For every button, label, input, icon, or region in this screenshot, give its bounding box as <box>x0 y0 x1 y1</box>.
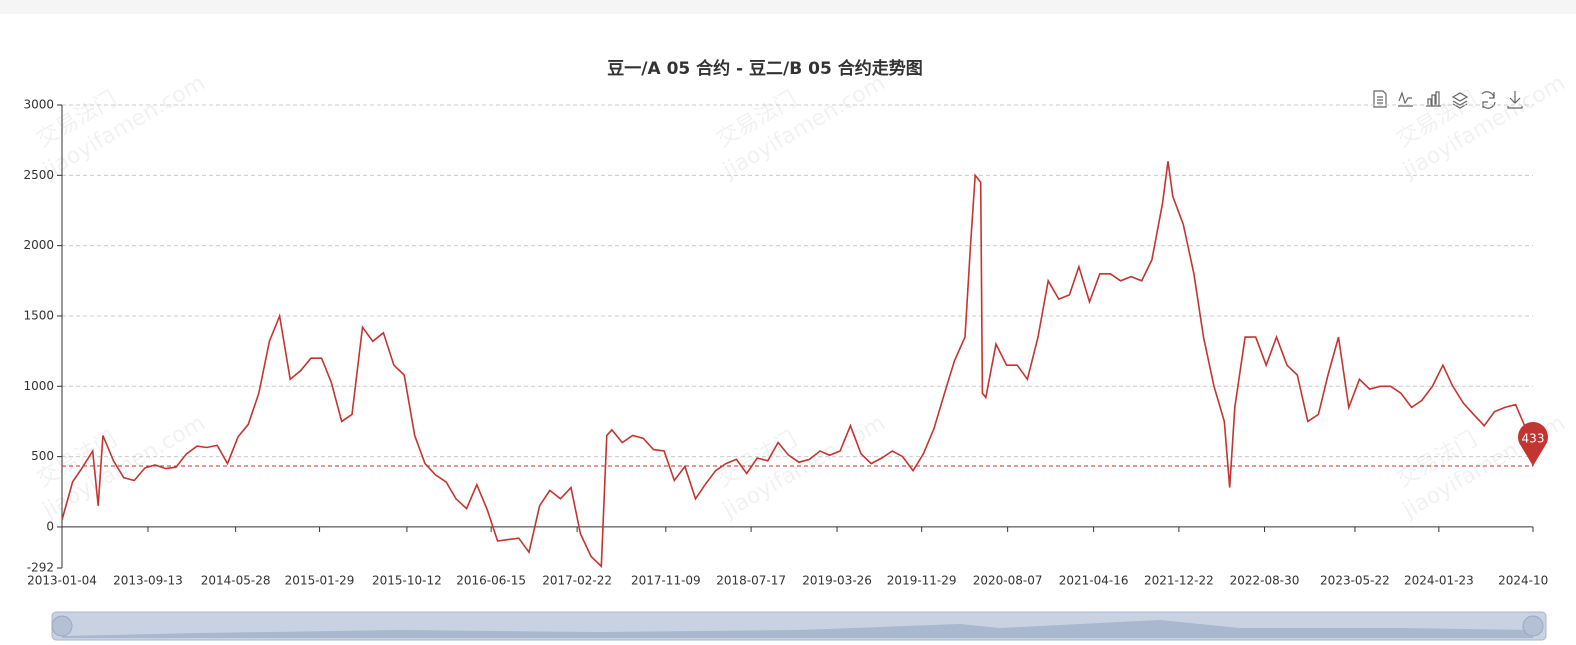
x-tick-label: 2016-06-15 <box>456 574 526 588</box>
y-tick-label: 2000 <box>23 238 54 252</box>
series-line <box>61 161 1534 569</box>
toolbox <box>1373 90 1523 109</box>
x-tick-label: 2015-01-29 <box>285 574 355 588</box>
x-tick-label: 2017-11-09 <box>631 574 701 588</box>
x-axis-labels: 2013-01-04 2013-09-13 2014-05-28 2015-01-29… <box>27 574 1568 588</box>
x-tick-label: 2019-03-26 <box>802 574 872 588</box>
x-tick-label: 2013-09-13 <box>113 574 183 588</box>
y-tick-label: 1000 <box>23 379 54 393</box>
x-tick-label: 2021-12-22 <box>1144 574 1214 588</box>
zoom-handle[interactable] <box>1522 615 1544 637</box>
y-tick-label: 2500 <box>23 168 54 182</box>
x-tick-label: 2021-04-16 <box>1059 574 1129 588</box>
tool-restore[interactable] <box>1481 91 1496 109</box>
x-tick-label: 2022-08-30 <box>1230 574 1300 588</box>
x-tick-label: 2015-10-12 <box>372 574 442 588</box>
y-tick-label: 500 <box>31 449 54 463</box>
y-tick-label: 1500 <box>23 308 54 322</box>
data-zoom[interactable] <box>51 611 1547 641</box>
tool-line[interactable] <box>1398 91 1413 107</box>
x-tick-label: 2024-10-25 <box>1498 574 1568 588</box>
x-tick-label: 2018-07-17 <box>716 574 786 588</box>
x-tick-label: 2020-08-07 <box>973 574 1043 588</box>
tool-save[interactable] <box>1507 91 1523 109</box>
x-tick-label: 2017-02-22 <box>542 574 612 588</box>
tool-data-view[interactable] <box>1373 90 1387 108</box>
x-tick-label: 2023-05-22 <box>1320 574 1390 588</box>
chart-title: 豆一/A 05 合约 - 豆二/B 05 合约走势图 <box>607 58 922 79</box>
mark-pin <box>1518 422 1549 467</box>
x-tick-label: 2019-11-29 <box>887 574 957 588</box>
y-tick-label: 3000 <box>23 98 54 112</box>
top-bar <box>0 0 1576 14</box>
zoom-handle[interactable] <box>51 615 73 637</box>
zoom-shadow <box>62 620 1533 638</box>
x-tick-label: 2024-01-23 <box>1404 574 1474 588</box>
y-tick-label: -292 <box>27 561 54 575</box>
mark-point-label: 433 <box>1522 432 1545 446</box>
x-tick-label: 2013-01-04 <box>27 574 97 588</box>
y-tick-label: 0 <box>46 519 54 533</box>
tool-bar[interactable] <box>1426 91 1441 107</box>
x-tick-label: 2014-05-28 <box>201 574 271 588</box>
mark-point: 433 <box>1518 422 1549 467</box>
